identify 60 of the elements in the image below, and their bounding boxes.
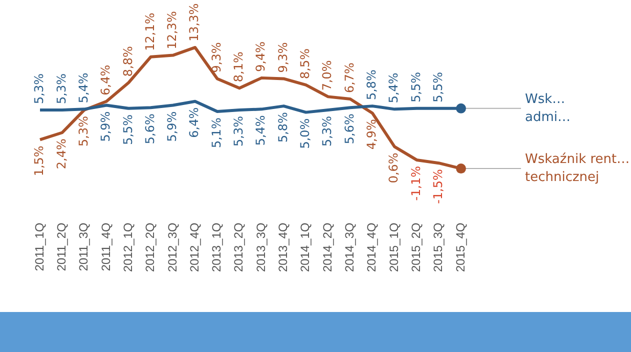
x-tick-label: 2015_1Q [386, 222, 401, 272]
data-label: -1,5% [430, 169, 445, 204]
data-label: 9,3% [209, 42, 224, 73]
text: Wsk… admi… [525, 92, 570, 125]
data-label: 5,5% [120, 114, 135, 145]
data-label: 5,9% [165, 111, 180, 142]
x-tick-label: 2011_4Q [98, 222, 113, 272]
data-label: 5,3% [54, 73, 68, 104]
x-tick-label: 2012_1Q [120, 222, 135, 272]
data-label: 6,7% [342, 62, 356, 94]
x-tick-label: 2015_2Q [408, 222, 423, 272]
data-label: 5,0% [298, 118, 312, 149]
data-label: 5,3% [32, 73, 46, 104]
data-label: 7,0% [320, 60, 334, 91]
x-tick-label: 2013_3Q [254, 222, 268, 272]
data-label: 8,1% [232, 52, 246, 82]
data-label: 5,3% [232, 116, 246, 146]
data-label: 5,4% [254, 115, 268, 146]
x-tick-label: 2013_4Q [276, 222, 290, 272]
x-tick-label: 2015_4Q [453, 222, 468, 272]
data-label: 1,5% [32, 146, 46, 176]
data-label: 5,4% [76, 72, 90, 104]
data-label: 5,9% [98, 111, 113, 142]
data-label: 2,4% [54, 138, 68, 170]
x-tick-label: 2015_3Q [431, 222, 446, 272]
data-label: -1,1% [408, 166, 423, 201]
data-label: 0,6% [386, 152, 401, 184]
x-tick-label: 2014_1Q [298, 222, 312, 272]
data-label: 9,4% [254, 41, 268, 72]
data-label: 8,5% [298, 48, 312, 79]
data-label: 5,8% [364, 70, 378, 100]
data-label: 5,5% [430, 72, 445, 102]
data-label: 9,3% [276, 42, 290, 73]
x-tick-label: 2012_2Q [143, 222, 158, 272]
x-tick-label: 2011_2Q [54, 222, 68, 272]
x-tick-label: 2012_4Q [187, 222, 202, 272]
data-label: 5,8% [276, 112, 290, 143]
data-label: 13,3% [187, 3, 202, 42]
data-label: 5,6% [142, 114, 157, 144]
data-label: 5,5% [408, 72, 423, 102]
data-label: 6,4% [187, 107, 202, 138]
x-tick-label: 2012_3Q [165, 222, 180, 272]
data-label: 5,4% [386, 72, 401, 104]
data-label: 4,9% [364, 119, 378, 150]
data-label: 5,3% [320, 116, 334, 146]
data-label: 8,8% [120, 46, 135, 77]
x-tick-label: 2014_2Q [320, 222, 334, 272]
data-label: 6,4% [98, 64, 113, 96]
x-tick-label: 2011_1Q [32, 222, 46, 272]
x-tick-label: 2013_1Q [210, 222, 224, 272]
x-tick-label: 2014_3Q [342, 222, 357, 272]
data-label: 12,3% [165, 11, 180, 50]
x-tick-label: 2014_4Q [364, 222, 379, 272]
x-tick-label: 2011_3Q [76, 222, 91, 272]
data-label: 12,1% [142, 12, 157, 51]
data-label: 5,1% [209, 118, 224, 148]
data-label: 5,6% [342, 114, 356, 144]
data-label: 5,3% [76, 116, 90, 146]
text: Wskaźnik rent… technicznej [525, 152, 630, 185]
x-tick-label: 2013_2Q [232, 222, 246, 272]
